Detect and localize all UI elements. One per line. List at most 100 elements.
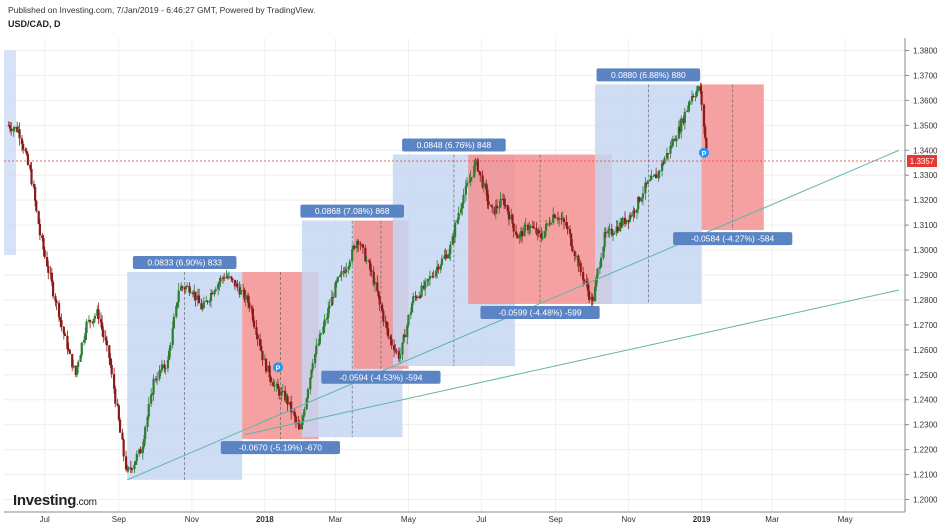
candle-down bbox=[511, 214, 514, 224]
candle-up bbox=[675, 138, 678, 142]
candle-up bbox=[448, 253, 451, 259]
candle-up bbox=[93, 315, 97, 319]
candle-down bbox=[233, 279, 237, 287]
candle-up bbox=[646, 181, 649, 184]
candle-down bbox=[251, 308, 254, 321]
candle-up bbox=[401, 342, 404, 355]
candle-down bbox=[66, 335, 69, 350]
candle-up bbox=[449, 244, 452, 254]
investing-logo: Investing.com bbox=[13, 492, 97, 509]
candle-down bbox=[579, 262, 582, 273]
candle-down bbox=[194, 291, 197, 301]
candle-up bbox=[185, 285, 189, 287]
candle-up bbox=[177, 290, 180, 303]
candle-down bbox=[700, 91, 703, 105]
candle-down bbox=[361, 244, 365, 248]
candle-up bbox=[687, 105, 690, 111]
candle-down bbox=[568, 229, 572, 234]
candle-up bbox=[680, 118, 683, 132]
candle-up bbox=[608, 228, 611, 231]
candle-down bbox=[645, 182, 648, 184]
candle-down bbox=[181, 286, 184, 288]
candle-down bbox=[163, 364, 166, 369]
candle-up bbox=[175, 306, 178, 317]
candle-down bbox=[256, 334, 259, 340]
candle-up bbox=[690, 96, 694, 102]
candle-down bbox=[243, 289, 246, 300]
y-tick-label: 1.3300 bbox=[913, 171, 938, 180]
candle-up bbox=[142, 439, 146, 448]
candle-up bbox=[519, 231, 523, 235]
candle-down bbox=[121, 432, 124, 440]
measure-label: -0.0599 (-4.48%) -599 bbox=[480, 305, 600, 319]
candle-down bbox=[223, 277, 226, 279]
measure-label: 0.0848 (6.76%) 848 bbox=[402, 138, 506, 152]
candle-down bbox=[112, 374, 116, 389]
candle-down bbox=[114, 388, 117, 404]
candle-down bbox=[487, 201, 490, 205]
candle-down bbox=[248, 302, 251, 308]
candle-up bbox=[561, 218, 564, 220]
candle-down bbox=[71, 354, 74, 368]
candle-up bbox=[348, 261, 351, 267]
y-tick-label: 1.3200 bbox=[913, 196, 938, 205]
candle-up bbox=[541, 237, 544, 239]
candle-up bbox=[426, 279, 429, 282]
candle-up bbox=[80, 342, 83, 356]
candle-down bbox=[588, 290, 591, 300]
x-tick-label: May bbox=[401, 515, 416, 524]
candle-down bbox=[479, 171, 482, 176]
trendline bbox=[244, 289, 900, 436]
candle-down bbox=[437, 266, 440, 270]
candle-up bbox=[217, 284, 220, 290]
candle-down bbox=[20, 138, 24, 144]
candle-down bbox=[197, 295, 201, 304]
candle-down bbox=[415, 296, 418, 299]
candle-up bbox=[340, 271, 343, 275]
candle-down bbox=[384, 321, 387, 323]
candle-down bbox=[97, 309, 100, 320]
candle-down bbox=[359, 244, 362, 246]
candle-up bbox=[135, 453, 138, 461]
candle-up bbox=[208, 300, 211, 303]
measure-label-text: -0.0584 (-4.27%) -584 bbox=[691, 234, 774, 244]
measure-label-text: 0.0833 (6.90%) 833 bbox=[147, 258, 222, 268]
candle-up bbox=[688, 101, 691, 106]
y-tick-label: 1.3400 bbox=[913, 146, 938, 155]
measure-label: 0.0868 (7.08%) 868 bbox=[300, 204, 404, 218]
x-tick-label: Nov bbox=[621, 515, 635, 524]
candle-up bbox=[205, 300, 208, 302]
candle-up bbox=[683, 111, 686, 123]
candle-down bbox=[124, 456, 128, 470]
candle-down bbox=[211, 292, 214, 295]
candle-up bbox=[12, 128, 15, 132]
candle-down bbox=[486, 189, 489, 202]
y-tick-label: 1.3800 bbox=[913, 46, 938, 55]
candle-down bbox=[22, 143, 25, 150]
candle-down bbox=[139, 449, 142, 454]
candle-down bbox=[25, 151, 28, 155]
candle-down bbox=[68, 349, 71, 355]
candle-up bbox=[96, 309, 99, 316]
candle-down bbox=[655, 174, 658, 179]
measure-label-bg bbox=[596, 68, 701, 82]
candle-up bbox=[335, 281, 338, 283]
candle-down bbox=[431, 276, 434, 278]
measure-label-bg bbox=[480, 305, 600, 319]
candle-up bbox=[13, 126, 16, 129]
candle-up bbox=[239, 290, 243, 295]
x-tick-label: 2018 bbox=[256, 515, 274, 524]
candle-up bbox=[428, 276, 432, 279]
candle-down bbox=[604, 232, 607, 234]
candle-up bbox=[323, 319, 326, 327]
candle-up bbox=[159, 370, 162, 372]
candle-up bbox=[83, 339, 86, 343]
candle-up bbox=[202, 301, 205, 308]
candle-up bbox=[686, 110, 689, 112]
candle-down bbox=[269, 377, 272, 383]
candle-down bbox=[200, 303, 203, 310]
candle-down bbox=[298, 424, 301, 430]
candle-up bbox=[147, 403, 150, 417]
candle-up bbox=[79, 355, 82, 362]
